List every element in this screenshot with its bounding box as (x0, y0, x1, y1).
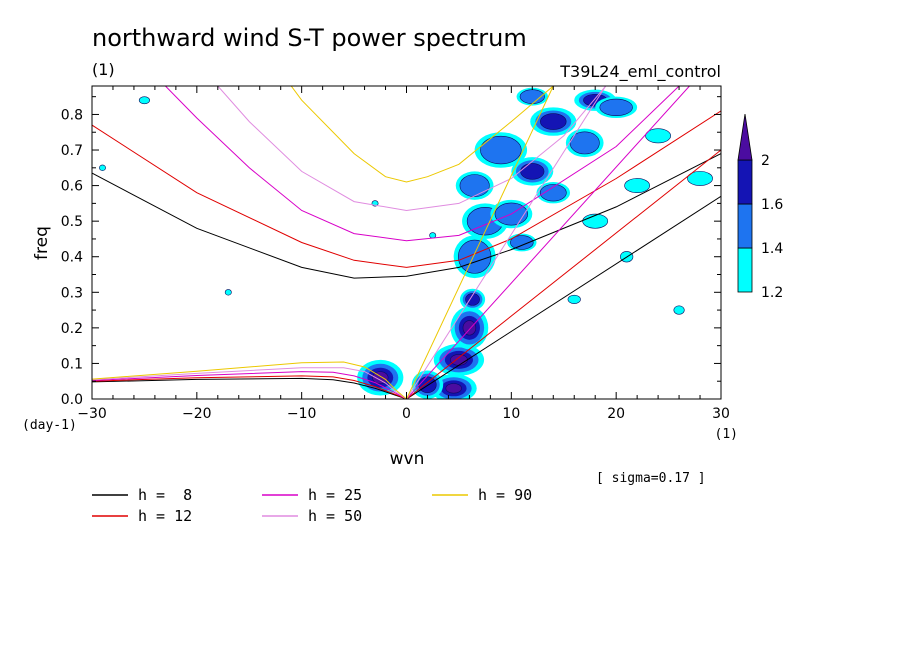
chart-title: northward wind S-T power spectrum (92, 24, 527, 52)
legend-label: h = 8 (138, 486, 192, 504)
contour-blob (480, 135, 522, 165)
contour-blob (520, 163, 545, 180)
chart-subtitle-left: (1) (92, 60, 115, 79)
legend: h = 8 h = 12 h = 25 h = 50 h = 90 (92, 486, 532, 525)
x-tick-label: −30 (77, 406, 107, 422)
x-tick-label: 0 (402, 406, 411, 422)
y-unit-label: (day-1) (22, 418, 77, 433)
colorbar-segment (737, 247, 753, 293)
legend-label: h = 50 (308, 507, 362, 525)
contour-blob (138, 96, 150, 105)
contour-blob (372, 371, 389, 385)
rossby-curve-h12 (92, 375, 407, 399)
legend-label: h = 25 (308, 486, 362, 504)
contour-blob (457, 239, 492, 274)
dispersion-curves (92, 86, 721, 399)
contour-blob (99, 164, 106, 171)
y-tick-label: 0.0 (61, 392, 83, 408)
x-tick-label: 20 (607, 406, 625, 422)
contour-blob (567, 294, 581, 304)
x-tick-label: 10 (502, 406, 520, 422)
rossby-curve-h50 (92, 367, 407, 399)
y-tick-label: 0.8 (61, 107, 83, 123)
kelvin-curve-h12 (406, 149, 721, 399)
contour-blob (539, 184, 567, 202)
kelvin-curve-h90 (406, 86, 554, 399)
contour-blob (445, 383, 462, 394)
rossby-curve-h90 (92, 361, 407, 399)
colorbar-label: 2 (761, 153, 770, 169)
inertia-gravity-curve-h8 (92, 153, 721, 279)
x-tick-label: 30 (712, 406, 730, 422)
spectrum-contours (99, 87, 713, 399)
contour-blob (599, 98, 633, 116)
y-tick-label: 0.6 (61, 179, 83, 195)
rossby-curve-h25 (92, 371, 407, 399)
colorbar-label: 1.6 (761, 197, 783, 213)
y-tick-label: 0.7 (61, 143, 83, 159)
sigma-note: [ sigma=0.17 ] (596, 471, 706, 486)
kelvin-curve-h8 (406, 195, 721, 399)
contour-blob (582, 213, 609, 229)
contour-blob (465, 293, 480, 306)
colorbar-extend-arrow (737, 113, 753, 161)
y-tick-label: 0.5 (61, 214, 83, 230)
contour-blob (459, 174, 490, 197)
y-axis-label: freq (32, 226, 52, 260)
contour-blob (224, 289, 232, 296)
contour-blob (645, 128, 671, 144)
contour-blob (540, 113, 567, 130)
x-unit-label: (1) (715, 427, 738, 442)
y-tick-label: 0.1 (61, 356, 83, 372)
legend-label: h = 90 (478, 486, 532, 504)
inertia-gravity-curve-h25 (165, 86, 680, 242)
legend-label: h = 12 (138, 507, 192, 525)
contour-blob (687, 171, 713, 186)
inertia-gravity-curve-h12 (92, 110, 721, 268)
inertia-gravity-curve-h90 (290, 86, 554, 183)
colorbar: 1.2 1.4 1.6 2 (737, 113, 783, 301)
colorbar-segment (737, 159, 753, 205)
colorbar-segment (737, 203, 753, 249)
kelvin-curve-h25 (406, 86, 690, 399)
contour-blob (510, 235, 534, 250)
axis-ticks: −30 −20 −10 0 10 20 30 0.0 0.1 0.2 0.3 0.4 0.5 0.6 0.7… (61, 86, 730, 422)
contour-blob (673, 305, 685, 315)
y-tick-label: 0.4 (61, 250, 83, 266)
y-tick-label: 0.3 (61, 285, 83, 301)
kelvin-curve-h50 (406, 86, 607, 399)
rossby-curve-h8 (92, 377, 407, 399)
x-axis-label: wvn (390, 449, 425, 469)
colorbar-label: 1.4 (761, 241, 783, 257)
x-tick-label: −20 (182, 406, 212, 422)
x-tick-label: −10 (287, 406, 317, 422)
contour-blob (450, 354, 468, 366)
inertia-gravity-curve-h50 (217, 86, 607, 212)
contour-blob (624, 178, 651, 194)
contour-blob (418, 376, 437, 394)
chart-subtitle-right: T39L24_eml_control (559, 62, 721, 82)
y-tick-label: 0.2 (61, 321, 83, 337)
colorbar-label: 1.2 (761, 285, 783, 301)
contour-blob (462, 320, 477, 336)
